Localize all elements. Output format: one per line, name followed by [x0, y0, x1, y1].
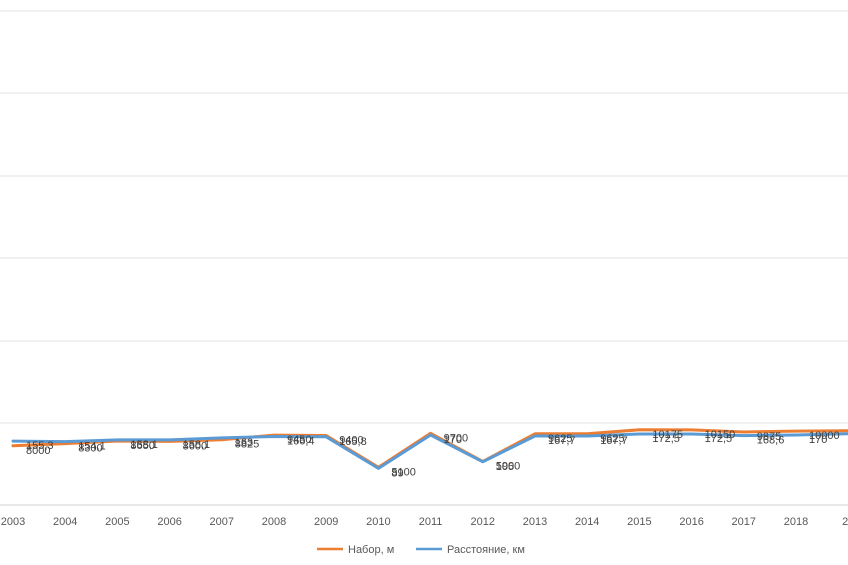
- data-label-rasstoyanie: 158,1: [130, 439, 158, 451]
- legend: Набор, м Расстояние, км: [317, 544, 525, 556]
- data-label-nabor: 5900: [496, 460, 520, 472]
- x-tick-label: 2011: [419, 516, 443, 528]
- x-tick-label: 20: [842, 516, 848, 528]
- series-line-rasstoyanie: [11, 432, 848, 470]
- x-tick-label: 2012: [471, 516, 495, 528]
- x-tick-label: 2017: [732, 516, 756, 528]
- x-tick-label: 2004: [53, 516, 77, 528]
- data-label-nabor: 8600: [183, 440, 207, 452]
- data-label-nabor: 9625: [548, 433, 572, 445]
- data-label-rasstoyanie: 105: [496, 461, 514, 473]
- x-tick-label: 2009: [314, 516, 338, 528]
- data-labels: 8000 8300 8650 8600 8825 9450 9400 5100 9700 5900…: [26, 429, 840, 480]
- x-tick-label: 2015: [627, 516, 651, 528]
- data-label-nabor: 9625: [600, 433, 624, 445]
- data-label-nabor: 8650: [130, 440, 154, 452]
- data-label-nabor: 8000: [26, 445, 50, 457]
- data-label-nabor: 10000: [809, 430, 840, 442]
- data-label-nabor: 8825: [235, 439, 259, 451]
- data-label-nabor: 9700: [444, 432, 468, 444]
- data-label-rasstoyanie: 172,5: [705, 433, 733, 445]
- data-label-rasstoyanie: 172,5: [652, 433, 680, 445]
- x-tick-label: 2005: [105, 516, 129, 528]
- x-tick-label: 2006: [157, 516, 181, 528]
- data-label-rasstoyanie: 158,1: [183, 439, 211, 451]
- data-label-rasstoyanie: 163: [235, 437, 253, 449]
- x-tick-label: 2008: [262, 516, 286, 528]
- data-label-rasstoyanie: 155,3: [26, 440, 54, 452]
- data-label-nabor: 10175: [652, 429, 683, 441]
- data-label-rasstoyanie: 89: [391, 467, 403, 479]
- legend-label-nabor: Набор, м: [348, 544, 394, 556]
- x-tick-label: 2018: [784, 516, 808, 528]
- x-tick-label: 2013: [523, 516, 547, 528]
- data-label-rasstoyanie: 167,7: [600, 435, 628, 447]
- x-axis: 2003 2004 2005 2006 2007 2008 2009 2010 2011 2012…: [1, 516, 848, 528]
- data-label-nabor: 9450: [287, 434, 311, 446]
- data-label-nabor: 9875: [757, 431, 781, 443]
- series-lines: [11, 428, 848, 470]
- grid-lines: [0, 10, 848, 506]
- x-tick-label: 2003: [1, 516, 25, 528]
- x-tick-label: 2014: [575, 516, 599, 528]
- x-tick-label: 2010: [366, 516, 390, 528]
- data-label-rasstoyanie: 167,7: [548, 435, 576, 447]
- data-label-rasstoyanie: 166,4: [287, 436, 315, 448]
- legend-label-rasstoyanie: Расстояние, км: [447, 544, 525, 556]
- data-label-rasstoyanie: 170: [809, 434, 827, 446]
- data-label-nabor: 5100: [391, 466, 415, 478]
- data-label-rasstoyanie: 168,6: [757, 435, 785, 447]
- data-label-nabor: 9400: [339, 434, 363, 446]
- data-label-rasstoyanie: 165,8: [339, 436, 367, 448]
- x-tick-label: 2016: [679, 516, 703, 528]
- data-label-rasstoyanie: 154,1: [78, 441, 106, 453]
- data-label-nabor: 10150: [705, 429, 736, 441]
- data-label-nabor: 8300: [78, 443, 102, 455]
- x-tick-label: 2007: [210, 516, 234, 528]
- data-label-rasstoyanie: 170: [444, 434, 462, 446]
